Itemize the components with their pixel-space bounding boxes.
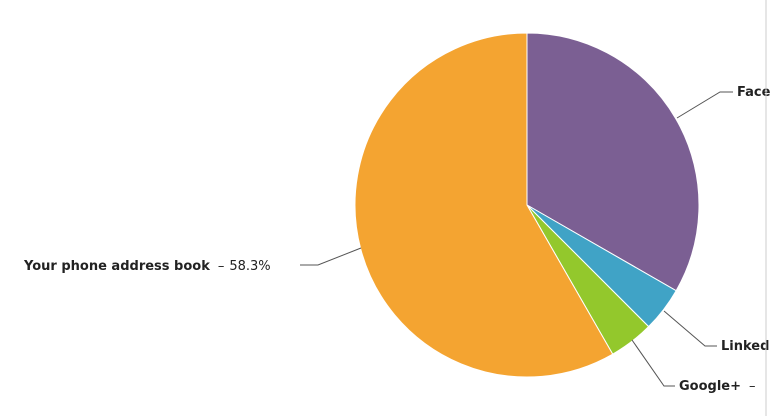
slice-label: Linked bbox=[721, 339, 769, 354]
connector bbox=[663, 310, 717, 347]
slice-label: Face bbox=[737, 85, 770, 100]
slice-label: Google+ – bbox=[679, 379, 756, 394]
label-name: Face bbox=[737, 85, 770, 100]
pie-slice bbox=[526, 32, 700, 292]
pie-slice bbox=[354, 32, 614, 378]
label-name: Google+ bbox=[679, 379, 741, 394]
label-value: 58.3% bbox=[229, 259, 270, 274]
label-separator: – bbox=[749, 379, 756, 394]
label-separator: – bbox=[218, 259, 225, 274]
label-name: Your phone address book bbox=[23, 259, 210, 274]
connector bbox=[676, 91, 733, 119]
connector bbox=[631, 339, 675, 387]
label-name: Linked bbox=[721, 339, 769, 354]
connector bbox=[300, 247, 362, 266]
slice-label: Your phone address book –58.3% bbox=[23, 259, 271, 274]
